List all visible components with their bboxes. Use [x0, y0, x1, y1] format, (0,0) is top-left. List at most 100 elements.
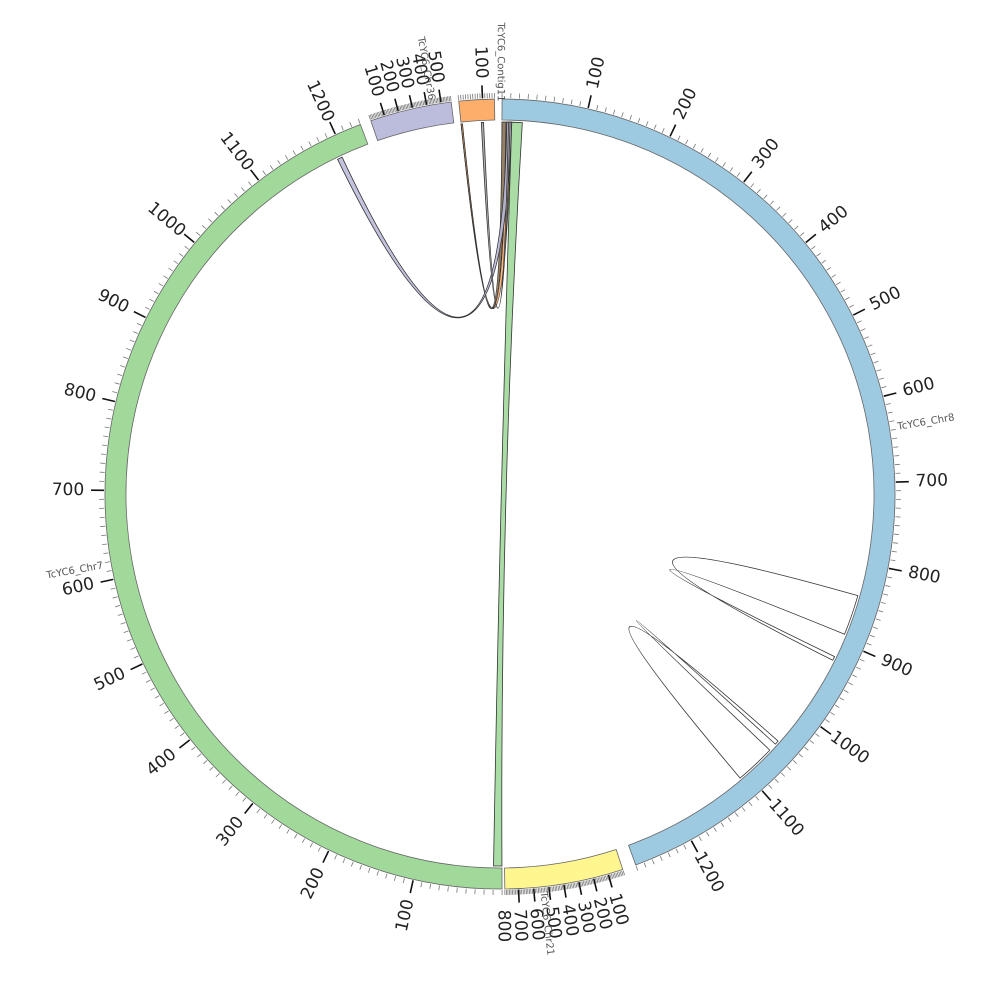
ideogram-tcyc6-contig11 — [458, 98, 496, 123]
minor-tick — [431, 98, 433, 104]
minor-tick — [815, 733, 820, 737]
major-tick — [607, 874, 613, 888]
minor-tick — [153, 290, 159, 295]
minor-tick — [420, 882, 423, 888]
minor-tick — [133, 331, 139, 335]
tick-label: 1000 — [143, 198, 189, 241]
major-tick — [102, 397, 116, 403]
minor-tick — [606, 875, 609, 881]
minor-tick — [316, 137, 320, 142]
tick-label: 600 — [900, 374, 936, 401]
minor-tick — [308, 141, 312, 147]
minor-tick — [864, 336, 870, 340]
minor-tick — [442, 96, 445, 103]
minor-tick — [870, 352, 876, 356]
tick-label: 300 — [212, 813, 248, 851]
minor-tick — [562, 97, 564, 104]
minor-tick — [174, 725, 180, 729]
minor-tick — [869, 634, 875, 638]
minor-tick — [667, 852, 671, 858]
links-layer — [337, 121, 859, 867]
minor-tick — [848, 682, 853, 686]
minor-tick — [619, 871, 623, 877]
minor-tick — [405, 104, 408, 110]
minor-tick — [613, 873, 617, 879]
minor-tick — [800, 232, 805, 237]
minor-tick — [572, 883, 575, 889]
minor-tick — [651, 859, 655, 865]
tick-label: 700 — [52, 480, 85, 500]
minor-tick — [286, 829, 290, 834]
chromosome-label-tcyc6-chr8: TcYC6_Chr8 — [896, 412, 956, 433]
minor-tick — [447, 96, 449, 102]
minor-tick — [101, 444, 108, 447]
minor-tick — [798, 753, 803, 758]
minor-tick — [395, 106, 398, 112]
minor-tick — [334, 854, 338, 860]
major-tick — [244, 802, 254, 815]
minor-tick — [441, 97, 443, 103]
minor-tick — [349, 122, 353, 127]
major-tick — [852, 308, 866, 316]
major-tick — [883, 392, 897, 397]
minor-tick — [234, 193, 239, 198]
minor-tick — [235, 791, 240, 796]
minor-tick — [149, 298, 155, 302]
minor-tick — [566, 884, 569, 890]
minor-tick — [397, 105, 401, 112]
minor-tick — [163, 275, 168, 279]
link-tcyc6-chr8-to-tcyc6-chr8 — [628, 620, 779, 779]
tick-label: 800 — [493, 910, 513, 943]
minor-tick — [228, 785, 233, 790]
minor-tick — [560, 885, 563, 891]
minor-tick — [402, 104, 405, 110]
minor-tick — [208, 218, 213, 223]
minor-tick — [408, 103, 410, 109]
minor-tick — [552, 886, 555, 892]
minor-tick — [150, 687, 155, 691]
minor-tick — [378, 111, 381, 117]
major-tick — [517, 889, 520, 903]
minor-tick — [830, 711, 835, 716]
minor-tick — [359, 864, 362, 870]
minor-tick — [706, 831, 710, 837]
minor-tick — [388, 108, 391, 114]
major-tick — [394, 98, 400, 112]
minor-tick — [826, 267, 832, 271]
minor-tick — [621, 870, 624, 876]
minor-tick — [309, 842, 313, 848]
minor-tick — [615, 872, 618, 878]
minor-tick — [616, 872, 620, 878]
major-tick — [409, 880, 414, 894]
tick-label: 200 — [670, 85, 702, 123]
minor-tick — [419, 100, 422, 107]
major-tick — [578, 881, 583, 895]
minor-tick — [106, 570, 112, 572]
tick-label: 500 — [423, 49, 448, 84]
minor-tick — [659, 855, 663, 861]
minor-tick — [889, 420, 895, 423]
minor-tick — [582, 881, 585, 887]
minor-tick — [350, 861, 354, 867]
minor-tick — [780, 772, 785, 777]
minor-tick — [450, 96, 452, 102]
minor-tick — [136, 323, 142, 326]
minor-tick — [393, 107, 396, 113]
minor-tick — [612, 873, 615, 879]
minor-tick — [729, 167, 734, 172]
minor-tick — [178, 253, 184, 257]
minor-tick — [130, 647, 136, 650]
minor-tick — [722, 162, 726, 167]
minor-tick — [565, 884, 567, 890]
minor-tick — [123, 356, 129, 359]
minor-tick — [720, 822, 725, 827]
link-tcyc6-contig11-to-tcyc6-chr8 — [480, 121, 511, 309]
minor-tick — [661, 128, 665, 133]
minor-tick — [568, 883, 570, 890]
ideogram-tcyc6-chr36 — [370, 101, 455, 142]
minor-tick — [436, 97, 439, 103]
ideogram-tcyc6-chr8 — [501, 98, 896, 866]
tick-label: 900 — [94, 285, 132, 317]
ideogram-tcyc6-chr21 — [504, 848, 624, 890]
